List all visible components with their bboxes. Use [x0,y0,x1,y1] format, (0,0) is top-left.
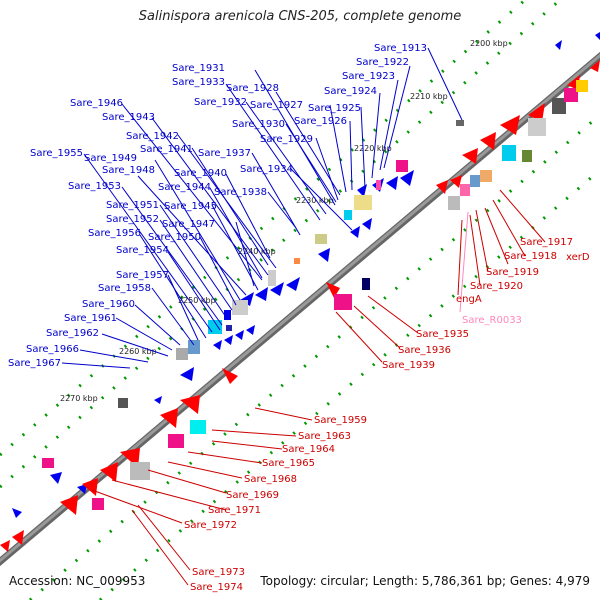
gene-label: Sare_1944 [158,182,211,193]
gene-label: Sare_1933 [172,77,225,88]
gene-label: Sare_1965 [262,458,315,469]
gene-label: Sare_1963 [298,431,351,442]
gene-label: Sare_1952 [106,214,159,225]
tick-label: 2250 kbp [178,296,216,305]
rna-callout-line [459,211,469,313]
gene-label: Sare_1962 [46,328,99,339]
gene-label: Sare_1941 [140,144,193,155]
gene-label: Sare_1964 [282,444,335,455]
gene-label: Sare_1967 [8,358,61,369]
gene-label: Sare_1938 [214,187,267,198]
gene-label: Sare_1972 [184,520,237,531]
gene-label: Sare_1966 [26,344,79,355]
gene-label: engA [456,294,482,305]
gene-label: Sare_1927 [250,100,303,111]
gene-label: Sare_1946 [70,98,123,109]
gene-label: Sare_1955 [30,148,83,159]
forward-callout-lines [91,189,546,586]
forward-strand-features [0,60,600,552]
forward-gene-labels: Sare_1917 xerD Sare_1918 Sare_1919 Sare_… [184,237,590,593]
gene-label: Sare_1949 [84,153,137,164]
gene-label: Sare_1968 [244,474,297,485]
gene-label: Sare_1913 [374,43,427,54]
gene-label: Sare_1935 [416,329,469,340]
map-title: Salinispora arenicola CNS-205, complete … [138,9,462,24]
gene-label: Sare_1958 [98,283,151,294]
gene-label: Sare_1932 [194,97,247,108]
gene-label: Sare_1957 [116,270,169,281]
gene-label: Sare_1948 [102,165,155,176]
gene-label: Sare_1929 [260,134,313,145]
gene-label: Sare_1969 [226,490,279,501]
gene-label: Sare_1923 [342,71,395,82]
gene-label: Sare_1947 [162,219,215,230]
gene-label: xerD [566,252,590,263]
gene-label: Sare_1956 [88,228,141,239]
gene-label: Sare_1971 [208,505,261,516]
gene-label: Sare_1974 [190,582,243,593]
tick-label: 2230 kbp [296,196,334,205]
rna-gene-label: Sare_R0033 [462,315,522,326]
gene-label: Sare_1925 [308,103,361,114]
gene-label: Sare_1937 [198,148,251,159]
gene-label: Sare_1953 [68,181,121,192]
tick-label: 2240 kbp [238,247,276,256]
gene-label: Sare_1961 [64,313,117,324]
gene-label: Sare_1940 [174,168,227,179]
tick-label: 2220 kbp [354,144,392,153]
gene-label: Sare_1918 [504,251,557,262]
gene-label: Sare_1951 [106,200,159,211]
gene-label: Sare_1928 [226,83,279,94]
scale-ticks: 2200 kbp 2210 kbp 2220 kbp 2230 kbp 2240… [60,39,508,403]
gene-label: Sare_1936 [398,345,451,356]
gene-label: Sare_1959 [314,415,367,426]
gene-label: Sare_1917 [520,237,573,248]
gene-label: Sare_1919 [486,267,539,278]
gene-label: Sare_1973 [192,567,245,578]
reverse-callout-lines [61,47,463,369]
gene-label: Sare_1943 [102,112,155,123]
gene-label: Sare_1945 [164,201,217,212]
accession-text: Accession: NC_009953 [9,574,146,588]
gene-label: Sare_1960 [82,299,135,310]
highlight-blocks [42,80,588,510]
reverse-strand-features [12,32,600,518]
gene-label: Sare_1926 [294,116,347,127]
gene-label: Sare_1922 [356,57,409,68]
gene-label: Sare_1950 [148,232,201,243]
reverse-gene-labels: Sare_1913 Sare_1922 Sare_1923 Sare_1924 … [8,43,427,369]
tick-label: 2200 kbp [470,39,508,48]
gene-label: Sare_1931 [172,63,225,74]
tick-label: 2270 kbp [60,394,98,403]
gene-label: Sare_1920 [470,281,523,292]
gene-label: Sare_1934 [240,164,293,175]
tick-label: 2210 kbp [410,92,448,101]
gene-label: Sare_1924 [324,86,377,97]
gene-label: Sare_1930 [232,119,285,130]
gene-label: Sare_1942 [126,131,179,142]
gene-label: Sare_1939 [382,360,435,371]
tick-label: 2260 kbp [119,347,157,356]
gene-label: Sare_1954 [116,245,169,256]
genome-summary-text: Topology: circular; Length: 5,786,361 bp… [260,574,590,588]
